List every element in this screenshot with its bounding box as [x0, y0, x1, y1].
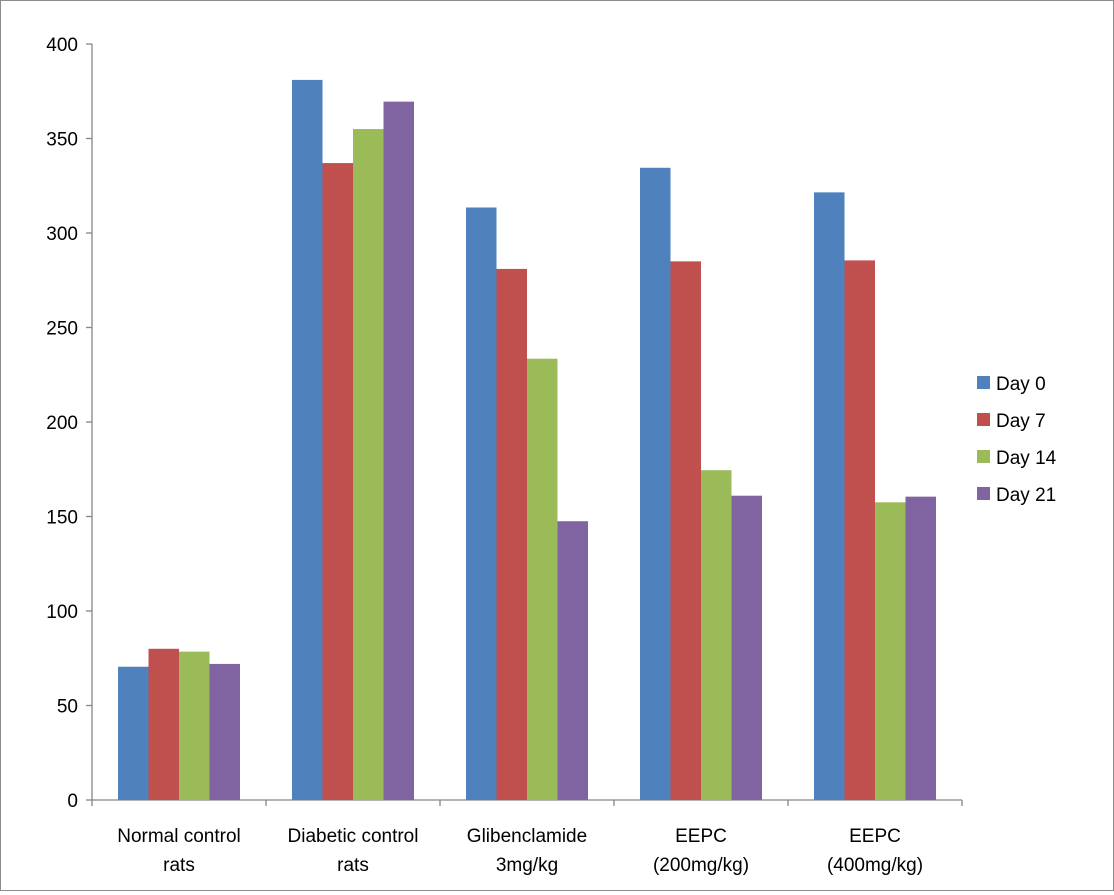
bar-day-21 [557, 521, 588, 800]
legend: Day 0 Day 7 Day 14 Day 21 [977, 374, 1057, 506]
bar-day-14 [875, 502, 906, 800]
bar-day-14 [701, 470, 732, 800]
y-tick-label: 150 [46, 508, 78, 529]
category-label: (400mg/kg) [827, 855, 923, 876]
bar-day-21 [383, 101, 414, 800]
bar-day-21 [209, 663, 240, 800]
y-tick-label: 250 [46, 319, 78, 340]
category-label: rats [337, 855, 369, 876]
category-label: EEPC [849, 826, 901, 847]
bar-day-0 [292, 79, 323, 800]
category-label: rats [163, 855, 195, 876]
bar-day-7 [496, 268, 527, 800]
legend-label: Day 0 [996, 374, 1046, 395]
bar-day-14 [527, 358, 558, 800]
category-label: EEPC [675, 826, 727, 847]
legend-label: Day 7 [996, 411, 1046, 432]
bar-day-0 [118, 666, 149, 800]
bars [118, 79, 936, 801]
y-tick-label: 200 [46, 413, 78, 434]
category-label: Glibenclamide [467, 826, 587, 847]
y-tick-label: 350 [46, 130, 78, 151]
bar-day-7 [670, 261, 701, 801]
y-tick-label: 50 [57, 697, 78, 718]
y-tick-label: 300 [46, 224, 78, 245]
bar-day-14 [179, 651, 210, 800]
bar-day-7 [322, 163, 353, 800]
x-axis-labels: Normal control rats Diabetic control rats Gl… [117, 826, 923, 876]
category-label: Normal control [117, 826, 241, 847]
legend-swatch [977, 413, 990, 426]
legend-swatch [977, 487, 990, 500]
bar-day-7 [148, 648, 179, 800]
bar-day-7 [844, 260, 875, 800]
bar-day-0 [466, 207, 497, 801]
bar-day-0 [640, 167, 671, 801]
category-label: 3mg/kg [496, 855, 558, 876]
bar-day-21 [905, 496, 936, 800]
y-tick-label: 0 [67, 791, 78, 812]
legend-swatch [977, 376, 990, 389]
y-tick-label: 100 [46, 602, 78, 623]
legend-label: Day 14 [996, 448, 1057, 469]
category-label: (200mg/kg) [653, 855, 749, 876]
y-tick-label: 400 [46, 35, 78, 56]
legend-label: Day 21 [996, 485, 1056, 506]
category-label: Diabetic control [288, 826, 419, 847]
y-axis-labels: 0 50 100 150 200 250 300 350 400 [46, 35, 78, 812]
bar-day-14 [353, 129, 384, 801]
bar-day-0 [814, 192, 845, 801]
legend-swatch [977, 450, 990, 463]
bar-day-21 [731, 495, 762, 800]
